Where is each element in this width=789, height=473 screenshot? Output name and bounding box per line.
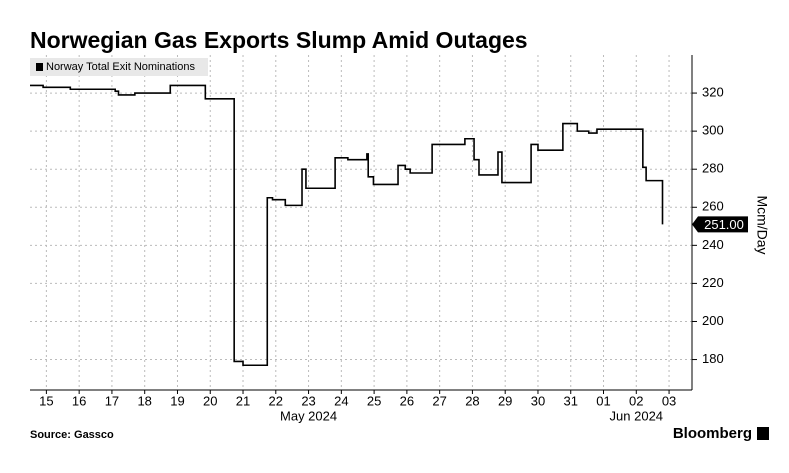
month-label: May 2024 — [280, 408, 337, 423]
y-axis-label: Mcm/Day — [754, 195, 770, 254]
x-tick-label: 02 — [629, 393, 643, 408]
x-tick-label: 24 — [334, 393, 348, 408]
y-tick-label: 200 — [702, 313, 724, 328]
x-tick-label: 31 — [564, 393, 578, 408]
x-tick-label: 20 — [203, 393, 217, 408]
x-tick-label: 28 — [465, 393, 479, 408]
x-tick-label: 01 — [596, 393, 610, 408]
source: Source: Gassco — [30, 429, 114, 441]
y-tick-label: 280 — [702, 161, 724, 176]
chart-title: Norwegian Gas Exports Slump Amid Outages — [30, 27, 528, 53]
line — [30, 84, 664, 367]
y-tick-label: 300 — [702, 123, 724, 138]
month-label: Jun 2024 — [610, 408, 664, 423]
x-tick-label: 19 — [170, 393, 184, 408]
x-tick-label: 27 — [432, 393, 446, 408]
y-tick-label: 220 — [702, 275, 724, 290]
brand: Bloomberg — [673, 425, 752, 442]
brand-icon — [757, 427, 769, 440]
legend-swatch — [36, 63, 43, 71]
x-tick-label: 15 — [39, 393, 53, 408]
x-tick-label: 18 — [137, 393, 151, 408]
y-tick-label: 260 — [702, 199, 724, 214]
x-tick-label: 21 — [236, 393, 250, 408]
legend-label: Norway Total Exit Nominations — [46, 61, 195, 73]
y-tick-label: 180 — [702, 351, 724, 366]
x-tick-label: 26 — [400, 393, 414, 408]
x-tick-label: 25 — [367, 393, 381, 408]
x-tick-label: 22 — [269, 393, 283, 408]
x-tick-label: 29 — [498, 393, 512, 408]
x-tick-label: 30 — [531, 393, 545, 408]
x-tick-label: 16 — [72, 393, 86, 408]
y-tick-label: 320 — [702, 85, 724, 100]
y-tick-label: 240 — [702, 237, 724, 252]
x-tick-label: 17 — [105, 393, 119, 408]
x-tick-label: 23 — [301, 393, 315, 408]
last-value-marker — [692, 216, 748, 233]
last-value-label: 251.00 — [704, 217, 744, 232]
legend-box — [30, 58, 208, 76]
x-tick-label: 03 — [662, 393, 676, 408]
